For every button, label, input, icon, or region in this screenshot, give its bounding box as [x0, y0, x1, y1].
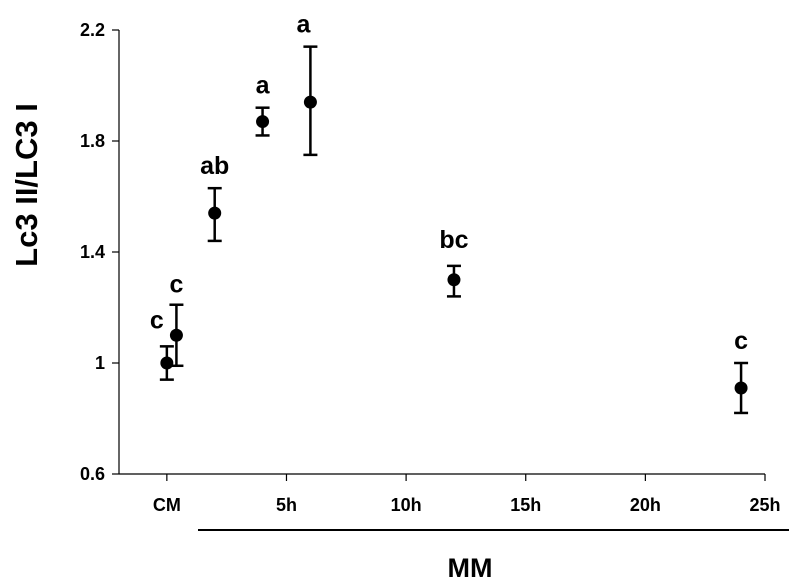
significance-label: c	[150, 306, 164, 334]
significance-label: a	[256, 72, 271, 100]
x-group-title: MM	[448, 553, 493, 583]
x-tick-label: 20h	[630, 495, 661, 515]
x-tick-label: 5h	[276, 495, 297, 515]
data-point	[208, 206, 222, 220]
data-point	[734, 381, 748, 395]
x-tick-label: CM	[153, 495, 181, 515]
significance-label: bc	[439, 226, 468, 254]
significance-label: a	[296, 11, 311, 39]
data-point	[160, 356, 174, 370]
y-tick-label: 1	[95, 353, 105, 373]
y-tick-label: 2.2	[80, 20, 105, 40]
x-tick-label: 15h	[510, 495, 541, 515]
y-tick-label: 1.8	[80, 131, 105, 151]
x-tick-label: 25h	[749, 495, 780, 515]
data-point	[447, 273, 461, 287]
ticks: 0.6 1 1.4 1.8 2.2 CM 5h 10h 15h 20h 25h	[80, 20, 781, 515]
x-tick-label: 10h	[391, 495, 422, 515]
y-axis-title: Lc3 II/LC3 I	[9, 103, 44, 267]
significance-label: ab	[200, 152, 229, 180]
y-tick-label: 1.4	[80, 242, 105, 262]
data-point	[169, 328, 183, 342]
data-point	[256, 115, 270, 129]
data-point	[303, 95, 317, 109]
significance-label: c	[169, 271, 183, 299]
significance-label: c	[734, 327, 748, 355]
y-tick-label: 0.6	[80, 464, 105, 484]
